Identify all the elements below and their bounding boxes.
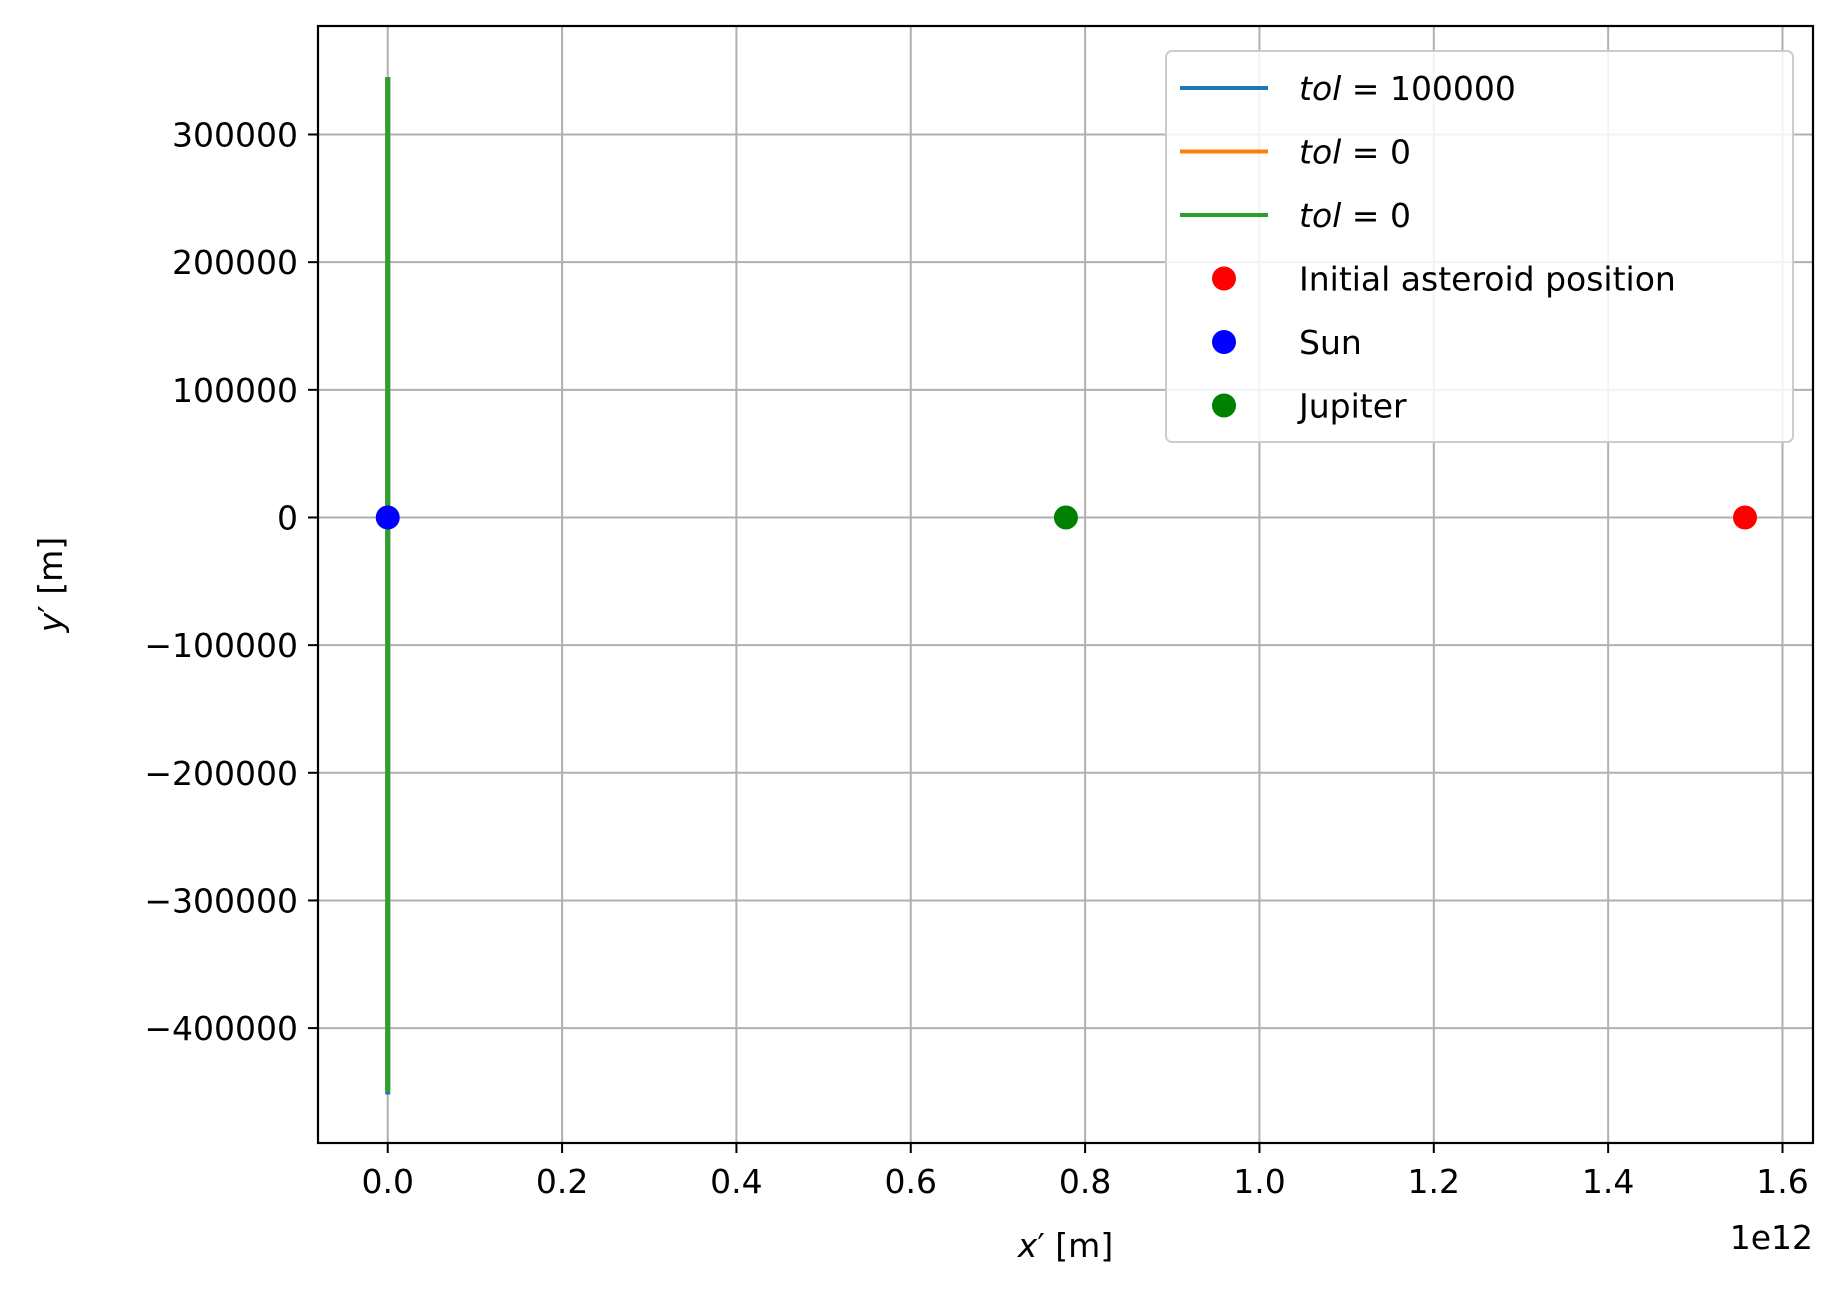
- legend-marker-2: [1212, 393, 1236, 418]
- legend-point-label-2: Jupiter: [1297, 387, 1407, 426]
- x-tick-label: 0.2: [536, 1162, 588, 1201]
- legend-label-2: tol = 0: [1299, 196, 1411, 235]
- x-tick-label: 0.4: [710, 1162, 762, 1201]
- x-tick-label: 1.2: [1408, 1162, 1460, 1201]
- legend-label-var: tol: [1299, 69, 1341, 108]
- y-tick-label: 300000: [172, 116, 298, 155]
- point-marker-2: [1053, 505, 1078, 530]
- y-axis-ticks: 300000 200000 100000 0 −100000 −200000 −300000…: [144, 116, 318, 1048]
- legend-marker-0: [1212, 266, 1236, 291]
- x-axis-label-prime: ′: [1037, 1226, 1045, 1265]
- point-marker-0: [1733, 505, 1758, 530]
- legend-label-var: tol: [1299, 196, 1341, 235]
- y-axis-label-prime: ′: [31, 605, 70, 613]
- x-axis-label-unit: [m]: [1045, 1226, 1113, 1265]
- legend-label-rest: = 0: [1341, 196, 1411, 235]
- x-axis-offset-label: 1e12: [1730, 1218, 1813, 1257]
- point-marker-1: [375, 505, 400, 530]
- y-axis-label-unit: [m]: [31, 537, 70, 605]
- legend-point-label-1: Sun: [1299, 323, 1362, 362]
- x-tick-label: 0.0: [361, 1162, 413, 1201]
- legend-label-0: tol = 100000: [1299, 69, 1516, 108]
- y-tick-label: 200000: [172, 243, 298, 282]
- plot-frame: [316, 24, 1815, 1145]
- legend-label-var: tol: [1299, 133, 1341, 172]
- legend-point-label-0: Initial asteroid position: [1299, 260, 1676, 299]
- x-tick-label: 0.8: [1059, 1162, 1111, 1201]
- y-tick-label: −300000: [144, 881, 298, 920]
- y-axis-label: y′ [m]: [31, 537, 70, 633]
- y-tick-label: −400000: [144, 1009, 298, 1048]
- y-tick-label: −200000: [144, 754, 298, 793]
- y-axis-label-var: y: [31, 612, 70, 633]
- legend-label-rest: = 0: [1341, 133, 1411, 172]
- y-tick-label: −100000: [144, 626, 298, 665]
- x-axis-ticks: 0.0 0.2 0.4 0.6 0.8 1.0 1.2 1.4 1.6: [361, 1143, 1809, 1201]
- legend-marker-1: [1212, 330, 1236, 354]
- x-tick-label: 1.0: [1233, 1162, 1285, 1201]
- legend-label-rest: = 100000: [1341, 69, 1516, 108]
- legend-label-1: tol = 0: [1299, 133, 1411, 172]
- x-axis-label-var: x: [1017, 1226, 1038, 1265]
- points-group: [375, 505, 1758, 530]
- x-axis-label: x′ [m]: [1017, 1226, 1113, 1265]
- x-tick-label: 0.6: [885, 1162, 937, 1201]
- y-tick-label: 100000: [172, 371, 298, 410]
- x-tick-label: 1.4: [1582, 1162, 1634, 1201]
- y-tick-label: 0: [277, 498, 298, 537]
- x-tick-label: 1.6: [1756, 1162, 1808, 1201]
- legend-box: [1165, 50, 1794, 443]
